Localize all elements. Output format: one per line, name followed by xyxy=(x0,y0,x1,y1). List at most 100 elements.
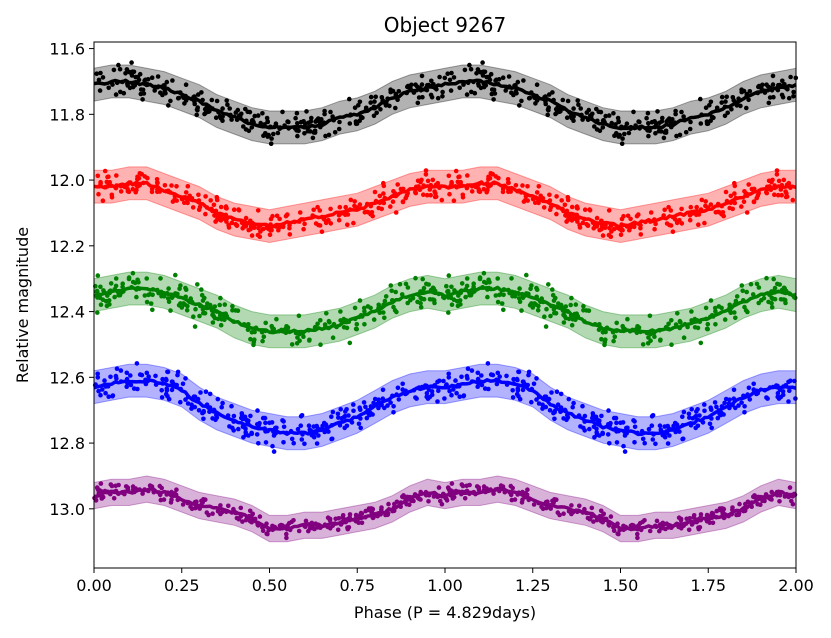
data-point xyxy=(780,78,785,84)
data-point xyxy=(582,428,587,433)
data-point xyxy=(642,440,647,446)
data-point xyxy=(432,194,438,200)
data-point xyxy=(608,234,614,239)
data-point xyxy=(457,174,462,179)
data-point xyxy=(581,303,586,309)
data-point xyxy=(150,307,155,313)
data-point xyxy=(548,313,553,319)
data-point xyxy=(240,416,245,422)
data-point xyxy=(235,107,241,113)
data-point xyxy=(213,115,219,120)
data-point xyxy=(281,419,286,424)
data-point xyxy=(257,514,263,519)
data-point xyxy=(144,370,150,376)
data-point xyxy=(573,302,579,307)
x-tick-label: 0.75 xyxy=(339,576,375,595)
data-point xyxy=(220,118,225,123)
data-point xyxy=(302,121,308,126)
data-point xyxy=(708,99,714,105)
data-point xyxy=(569,204,575,210)
data-point xyxy=(509,497,515,503)
data-point xyxy=(351,220,356,226)
data-point xyxy=(362,309,367,314)
data-point xyxy=(342,413,348,419)
data-point xyxy=(469,189,475,194)
data-point xyxy=(293,115,298,121)
data-point xyxy=(560,97,566,103)
data-point xyxy=(426,282,432,287)
data-point xyxy=(571,118,576,123)
data-point xyxy=(431,494,437,499)
data-point xyxy=(255,441,261,446)
data-point xyxy=(687,126,693,132)
data-point xyxy=(529,399,534,405)
data-point xyxy=(665,441,671,446)
data-point xyxy=(631,109,636,115)
data-point xyxy=(649,414,655,419)
data-point xyxy=(381,183,387,189)
data-point xyxy=(554,389,560,395)
data-point xyxy=(379,505,384,510)
data-point xyxy=(621,443,626,449)
data-point xyxy=(141,91,147,96)
data-point xyxy=(550,287,555,292)
data-point xyxy=(703,105,709,110)
data-point xyxy=(770,73,776,79)
data-point xyxy=(531,502,537,507)
data-point xyxy=(764,190,770,196)
data-point xyxy=(790,197,796,203)
data-point xyxy=(243,215,249,221)
data-point xyxy=(668,223,674,228)
data-point xyxy=(182,101,187,106)
data-point xyxy=(465,366,471,372)
data-point xyxy=(733,405,738,411)
data-point xyxy=(440,89,445,95)
data-point xyxy=(144,276,149,281)
data-point xyxy=(767,95,773,100)
data-point xyxy=(286,119,291,125)
data-point xyxy=(390,199,396,204)
data-point xyxy=(506,74,512,79)
data-point xyxy=(667,433,672,438)
data-point xyxy=(169,183,174,188)
data-point xyxy=(702,220,707,226)
data-point xyxy=(744,289,749,295)
data-point xyxy=(722,113,728,119)
data-point xyxy=(586,107,592,113)
data-point xyxy=(550,90,555,95)
data-point xyxy=(637,119,642,125)
data-point xyxy=(594,215,600,221)
data-point xyxy=(606,113,612,118)
data-point xyxy=(648,210,654,215)
data-point xyxy=(569,322,575,328)
data-point xyxy=(679,109,684,115)
data-point xyxy=(435,379,440,385)
data-point xyxy=(314,441,320,446)
data-point xyxy=(215,396,221,402)
data-point xyxy=(713,309,718,314)
data-point xyxy=(776,178,782,184)
data-point xyxy=(561,320,567,325)
data-point xyxy=(738,103,743,109)
data-point xyxy=(710,520,716,526)
data-point xyxy=(653,221,658,227)
data-point xyxy=(551,298,557,303)
data-point xyxy=(474,71,479,76)
data-point xyxy=(703,199,708,204)
data-point xyxy=(552,408,557,414)
data-point xyxy=(160,376,165,382)
data-point xyxy=(527,95,533,101)
data-point xyxy=(674,133,679,139)
data-point xyxy=(236,426,241,432)
data-point xyxy=(638,232,644,237)
data-point xyxy=(538,193,543,199)
data-point xyxy=(509,276,514,281)
data-point xyxy=(709,425,714,431)
data-point xyxy=(356,421,362,427)
data-point xyxy=(429,392,435,398)
data-point xyxy=(100,198,106,203)
x-tick-label: 1.25 xyxy=(515,576,551,595)
data-point xyxy=(727,205,732,211)
data-point xyxy=(739,400,744,405)
data-point xyxy=(368,94,374,100)
